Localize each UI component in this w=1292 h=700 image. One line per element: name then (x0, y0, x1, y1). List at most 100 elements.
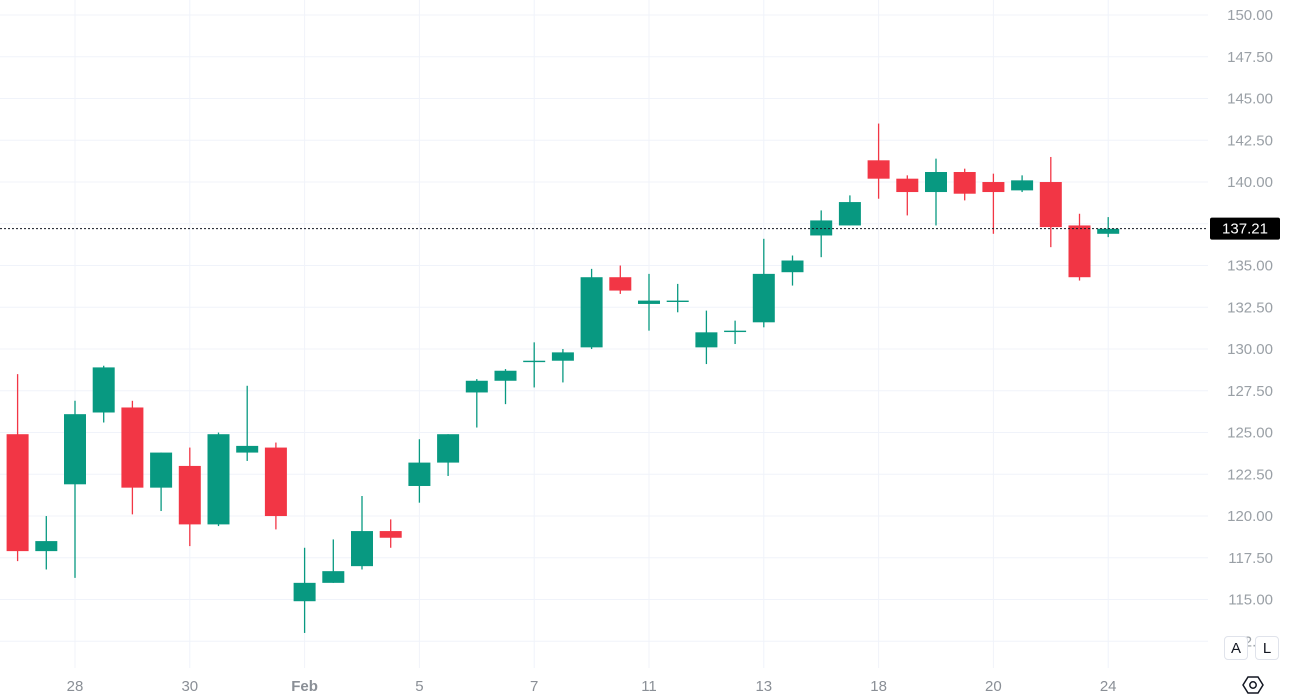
auto-scale-button[interactable]: A (1224, 636, 1248, 660)
candle (1011, 175, 1034, 193)
candle-body (953, 172, 976, 194)
candle (523, 342, 546, 388)
candle-body (207, 434, 230, 525)
candle-body (437, 434, 460, 463)
candle (724, 320, 747, 345)
candle (1039, 156, 1062, 248)
candle (810, 210, 833, 258)
candle-body (1039, 182, 1062, 228)
candle-body (896, 178, 919, 193)
last-price-tag: 137.21 (1210, 217, 1280, 240)
candle-body (150, 452, 173, 488)
candle-body (6, 434, 29, 552)
y-tick-label: 115.00 (1228, 592, 1273, 609)
candle-body (264, 447, 287, 517)
candle-body (666, 300, 689, 302)
y-tick-label: 120.00 (1227, 508, 1273, 525)
candle (293, 547, 316, 633)
candle (551, 349, 574, 383)
x-tick-label: 28 (67, 678, 84, 695)
candle-body (408, 462, 431, 486)
candle (150, 452, 173, 512)
x-tick-label: 13 (755, 678, 772, 695)
candles (6, 123, 1120, 633)
candle-body (695, 332, 718, 348)
x-axis: 28 30 Feb 5 7 11 13 18 20 24 (67, 678, 1117, 695)
candle-body (781, 260, 804, 273)
candle (695, 310, 718, 365)
candle (953, 168, 976, 201)
candle-body (752, 273, 775, 323)
candle-body (638, 300, 660, 304)
y-tick-label: 132.50 (1227, 299, 1273, 316)
candle (580, 268, 603, 350)
x-tick-label: 30 (181, 678, 198, 695)
candle (1068, 213, 1091, 281)
candle-body (293, 582, 316, 602)
candle-body (724, 330, 747, 333)
x-tick-label: 5 (415, 678, 423, 695)
candle-body (1068, 225, 1091, 278)
candle (322, 539, 345, 583)
candle (867, 123, 890, 199)
y-tick-label: 147.50 (1227, 49, 1273, 66)
candle-body (35, 541, 58, 552)
candle (896, 175, 919, 216)
candle-body (925, 172, 947, 193)
candle-body (92, 367, 115, 413)
log-scale-button[interactable]: L (1255, 636, 1279, 660)
candle (6, 374, 29, 562)
candle-body (379, 531, 402, 538)
candle-body (523, 360, 546, 363)
candle (178, 447, 201, 547)
candle-body (1097, 228, 1120, 234)
candle (1097, 217, 1120, 238)
candle (236, 385, 259, 461)
candle (752, 238, 775, 328)
candle (465, 379, 488, 428)
candle-body (810, 220, 833, 236)
x-tick-label: 20 (985, 678, 1002, 695)
candle-body (465, 380, 488, 393)
x-tick-label: Feb (291, 678, 318, 695)
candle (838, 195, 861, 226)
x-tick-label: 7 (530, 678, 538, 695)
y-tick-label: 145.00 (1227, 91, 1273, 108)
candle (982, 173, 1005, 234)
y-tick-label: 127.50 (1227, 383, 1273, 400)
y-tick-label: 150.00 (1227, 7, 1273, 24)
y-tick-label: 142.50 (1227, 132, 1273, 149)
candle-body (580, 277, 603, 348)
candle (35, 516, 58, 570)
candle-body (838, 202, 861, 226)
candle (379, 519, 402, 548)
candle-body (121, 407, 144, 488)
candle (609, 265, 632, 294)
candle (121, 400, 144, 515)
candle (92, 365, 115, 423)
settings-icon[interactable] (1242, 675, 1264, 695)
grid (0, 0, 1208, 668)
candle-body (236, 445, 259, 453)
x-tick-label: 18 (870, 678, 887, 695)
candle (437, 434, 460, 476)
candle-body (351, 531, 373, 567)
candle (207, 432, 230, 527)
candle-body (494, 370, 517, 381)
candle (494, 369, 517, 405)
y-tick-label: 122.50 (1227, 466, 1273, 483)
candle (638, 273, 660, 331)
last-price-label: 137.21 (1222, 221, 1268, 238)
candle (64, 400, 86, 578)
candle-body (982, 182, 1005, 193)
candle-body (178, 465, 201, 525)
candle (925, 158, 947, 226)
candle-body (64, 414, 86, 485)
y-tick-label: 140.00 (1227, 174, 1273, 191)
y-tick-label: 135.00 (1227, 258, 1273, 275)
candle (264, 442, 287, 530)
candle-body (609, 277, 632, 291)
y-axis: 112.50115.00117.50120.00122.50125.00127.… (1227, 7, 1273, 650)
candle (351, 496, 373, 570)
